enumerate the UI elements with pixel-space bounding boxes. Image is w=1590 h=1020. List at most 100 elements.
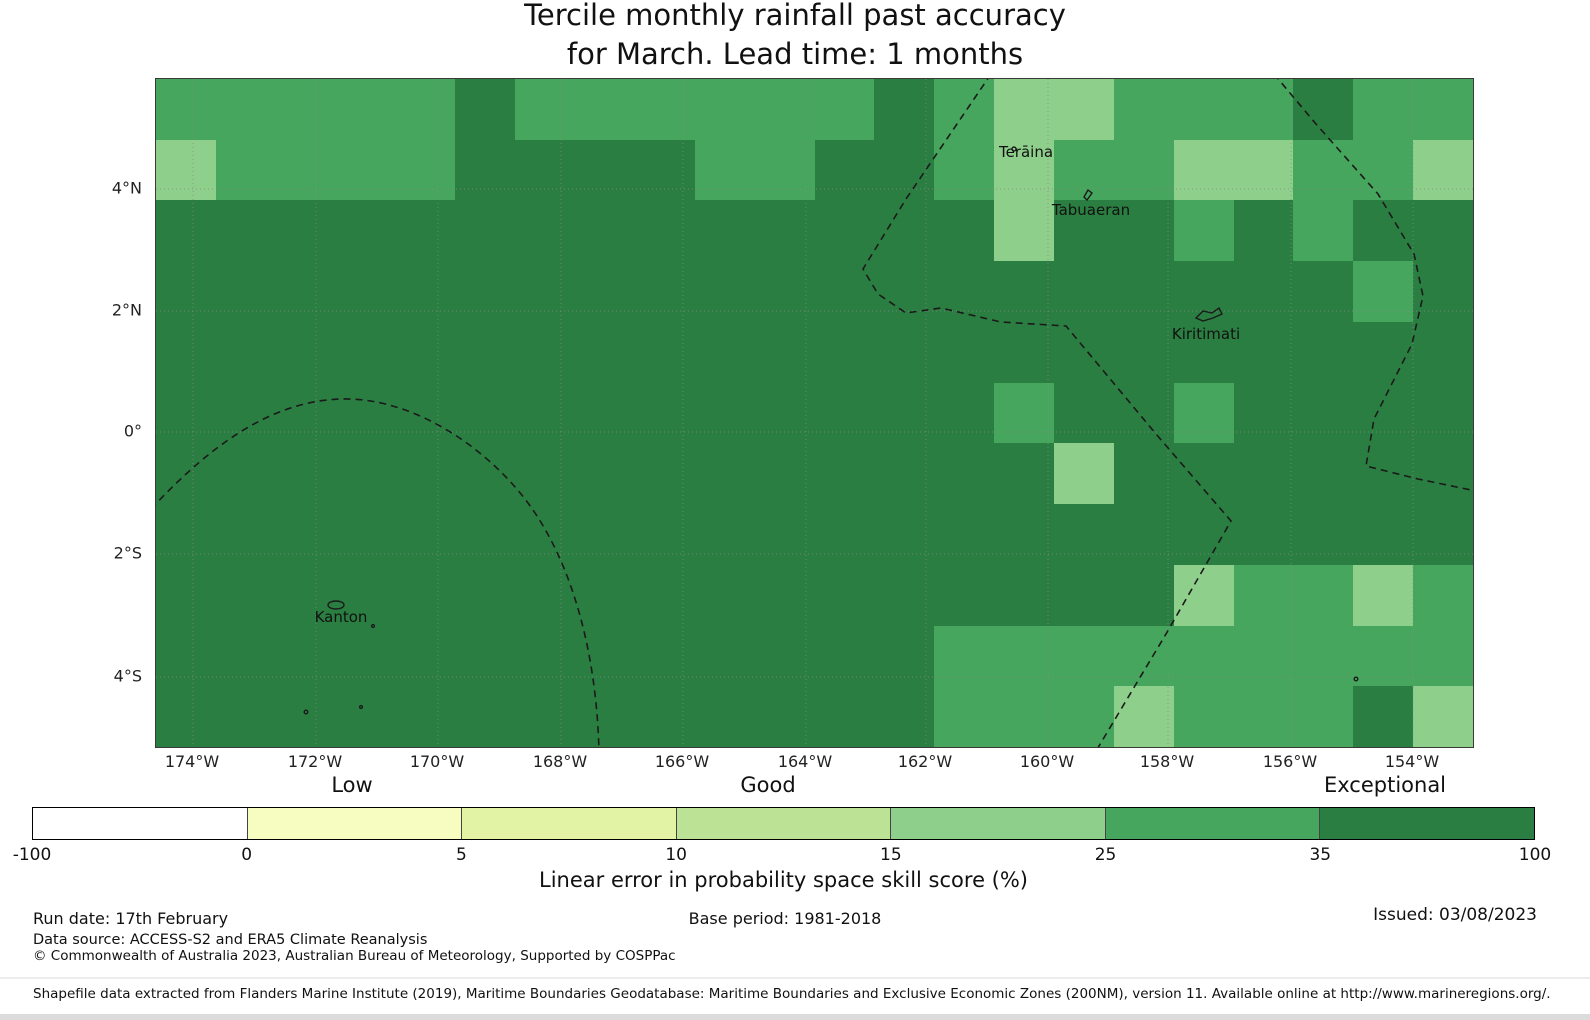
- page-title-line1: Tercile monthly rainfall past accuracy: [524, 0, 1066, 32]
- heatmap-cell: [934, 382, 996, 444]
- heatmap-cell: [156, 686, 217, 747]
- heatmap-cell: [575, 139, 636, 201]
- heatmap-cell: [694, 79, 756, 141]
- heatmap-cell: [934, 504, 996, 566]
- heatmap-cell: [1293, 79, 1355, 141]
- heatmap-cell: [1113, 261, 1175, 323]
- heatmap-cell: [515, 625, 577, 687]
- heatmap-cell: [634, 79, 696, 141]
- heatmap-cell: [1293, 139, 1355, 201]
- heatmap-cell: [335, 625, 397, 687]
- heatmap-cell: [515, 261, 577, 323]
- heatmap-cell: [275, 382, 337, 444]
- y-tick: 2°S: [113, 543, 142, 563]
- eez-boundary-phoenix: [156, 398, 600, 747]
- x-tick: 164°W: [777, 752, 833, 771]
- heatmap-cell: [1413, 261, 1473, 323]
- x-tick: 166°W: [654, 752, 710, 771]
- island-label-tabuaeran: Tabuaeran: [1051, 201, 1131, 219]
- heatmap-cell: [1233, 382, 1295, 444]
- y-tick: 0°: [123, 421, 142, 441]
- heatmap-cell: [515, 686, 577, 747]
- heatmap-cell: [1413, 625, 1473, 687]
- heatmap-cell: [994, 261, 1055, 323]
- heatmap-cell: [814, 382, 876, 444]
- heatmap-cell: [156, 261, 217, 323]
- heatmap-cell: [395, 443, 457, 505]
- heatmap-cell: [395, 564, 457, 627]
- heatmap-cell: [335, 139, 397, 201]
- heatmap-cell: [754, 261, 816, 323]
- heatmap-cell: [1173, 321, 1235, 384]
- eez-boundary-line-islands-east: [1277, 79, 1473, 492]
- heatmap-cell: [1413, 686, 1473, 747]
- heatmap-cell: [754, 139, 816, 201]
- heatmap-cell: [275, 564, 337, 627]
- y-tick: 4°S: [113, 666, 142, 686]
- heatmap-cell: [1233, 504, 1295, 566]
- heatmap-cell: [455, 321, 517, 384]
- heatmap-cell: [215, 625, 277, 687]
- heatmap-cell: [575, 79, 636, 141]
- heatmap-cell: [634, 443, 696, 505]
- colorbar-segment: [33, 808, 247, 839]
- heatmap-cell: [1413, 382, 1473, 444]
- heatmap-cell: [575, 504, 636, 566]
- heatmap-cell: [455, 79, 517, 141]
- islet: [358, 704, 364, 710]
- island-label-teraina: Terāina: [998, 143, 1054, 161]
- heatmap-cell: [1053, 79, 1115, 141]
- x-tick: 170°W: [409, 752, 465, 771]
- colorbar-tick: 0: [241, 845, 253, 865]
- x-tick: 172°W: [287, 752, 343, 771]
- heatmap-cell: [1173, 686, 1235, 747]
- heatmap-cell: [1173, 139, 1235, 201]
- heatmap-cell: [754, 686, 816, 747]
- heatmap-cell: [934, 200, 996, 262]
- kiritimati-island: [1194, 306, 1223, 322]
- heatmap-cell: [994, 443, 1055, 505]
- islet: [303, 709, 309, 715]
- heatmap-cell: [455, 261, 517, 323]
- y-tick: 2°N: [111, 300, 142, 320]
- heatmap-cell: [455, 504, 517, 566]
- heatmap-cell: [1053, 139, 1115, 201]
- x-axis: 174°W 172°W 170°W 168°W 166°W 164°W 162°…: [155, 752, 1472, 774]
- heatmap-cell: [1053, 564, 1115, 627]
- bottom-edge-bar: [0, 1014, 1590, 1020]
- heatmap-cell: [814, 200, 876, 262]
- heatmap-cell: [1413, 139, 1473, 201]
- heatmap-cell: [634, 321, 696, 384]
- heatmap-cell: [874, 200, 936, 262]
- colorbar-tick: 25: [1094, 845, 1117, 865]
- colorbar-segment: [1319, 808, 1535, 839]
- heatmap-cell: [934, 261, 996, 323]
- heatmap-cell: [215, 79, 277, 141]
- colorbar-segment: [246, 808, 462, 839]
- heatmap-cell: [156, 382, 217, 444]
- heatmap-cell: [1413, 321, 1473, 384]
- run-date: Run date: 17th February: [33, 909, 229, 928]
- x-tick: 174°W: [164, 752, 220, 771]
- heatmap-cell: [215, 139, 277, 201]
- heatmap-cell: [1173, 200, 1235, 262]
- heatmap-cell: [994, 564, 1055, 627]
- skill-label-low: Low: [331, 773, 373, 797]
- heatmap-cell: [1413, 564, 1473, 627]
- heatmap-cell: [215, 443, 277, 505]
- heatmap-cell: [335, 382, 397, 444]
- heatmap-cell: [515, 79, 577, 141]
- heatmap-cell: [1233, 200, 1295, 262]
- heatmap-cell: [1413, 443, 1473, 505]
- heatmap-cell: [275, 79, 337, 141]
- page-title-line2: for March. Lead time: 1 months: [566, 37, 1024, 71]
- colorbar: [32, 807, 1535, 840]
- heatmap-cell: [1113, 382, 1175, 444]
- heatmap-cell: [575, 443, 636, 505]
- heatmap-cell: [1053, 200, 1115, 262]
- heatmap-cell: [634, 504, 696, 566]
- heatmap-cell: [395, 686, 457, 747]
- heatmap-cell: [814, 79, 876, 141]
- heatmap-cell: [395, 261, 457, 323]
- heatmap-cell: [1353, 382, 1415, 444]
